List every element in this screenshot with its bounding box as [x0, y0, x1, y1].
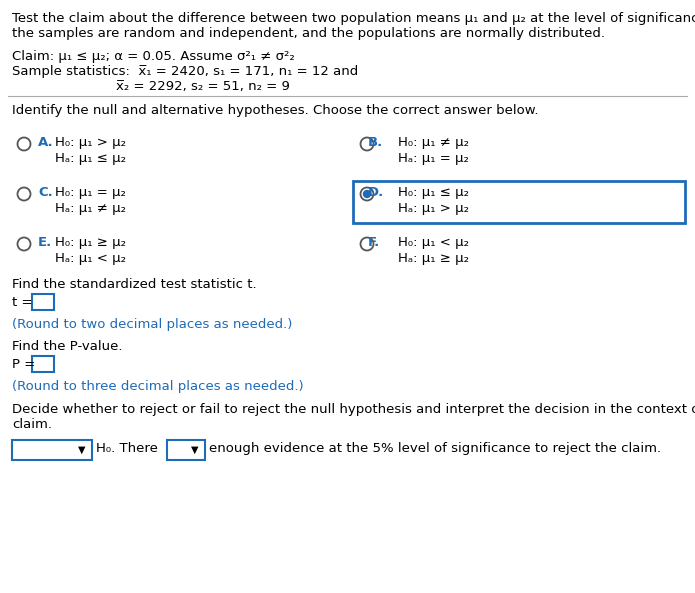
Text: H₀: μ₁ = μ₂: H₀: μ₁ = μ₂	[55, 186, 126, 199]
Text: H₀. There: H₀. There	[96, 442, 158, 455]
Text: ▼: ▼	[78, 445, 85, 455]
Text: Hₐ: μ₁ ≤ μ₂: Hₐ: μ₁ ≤ μ₂	[55, 152, 126, 165]
Text: Identify the null and alternative hypotheses. Choose the correct answer below.: Identify the null and alternative hypoth…	[12, 104, 539, 117]
Text: ▼: ▼	[191, 445, 199, 455]
Text: P =: P =	[12, 358, 40, 371]
Text: A.: A.	[38, 136, 54, 149]
Text: Hₐ: μ₁ = μ₂: Hₐ: μ₁ = μ₂	[398, 152, 469, 165]
Text: Hₐ: μ₁ ≠ μ₂: Hₐ: μ₁ ≠ μ₂	[55, 202, 126, 215]
Circle shape	[363, 190, 371, 198]
Text: (Round to two decimal places as needed.): (Round to two decimal places as needed.)	[12, 318, 293, 331]
Text: the samples are random and independent, and the populations are normally distrib: the samples are random and independent, …	[12, 27, 605, 40]
Text: x̅₂ = 2292, s₂ = 51, n₂ = 9: x̅₂ = 2292, s₂ = 51, n₂ = 9	[116, 80, 290, 93]
Text: H₀: μ₁ < μ₂: H₀: μ₁ < μ₂	[398, 236, 469, 249]
Text: E.: E.	[38, 236, 52, 249]
Text: Hₐ: μ₁ ≥ μ₂: Hₐ: μ₁ ≥ μ₂	[398, 252, 469, 265]
Text: Find the P-value.: Find the P-value.	[12, 340, 122, 353]
Text: F.: F.	[368, 236, 380, 249]
Text: Test the claim about the difference between two population means μ₁ and μ₂ at th: Test the claim about the difference betw…	[12, 12, 695, 25]
Text: (Round to three decimal places as needed.): (Round to three decimal places as needed…	[12, 380, 304, 393]
Text: D.: D.	[368, 186, 384, 199]
Text: B.: B.	[368, 136, 383, 149]
Text: Decide whether to reject or fail to reject the null hypothesis and interpret the: Decide whether to reject or fail to reje…	[12, 403, 695, 416]
Bar	[353, 181, 685, 223]
Text: claim.: claim.	[12, 418, 52, 431]
Bar	[32, 356, 54, 372]
Text: Sample statistics:  x̅₁ = 2420, s₁ = 171, n₁ = 12 and: Sample statistics: x̅₁ = 2420, s₁ = 171,…	[12, 65, 358, 78]
Text: H₀: μ₁ > μ₂: H₀: μ₁ > μ₂	[55, 136, 126, 149]
Bar	[167, 440, 205, 460]
Text: Hₐ: μ₁ > μ₂: Hₐ: μ₁ > μ₂	[398, 202, 469, 215]
Text: Find the standardized test statistic t.: Find the standardized test statistic t.	[12, 278, 256, 291]
Text: Hₐ: μ₁ < μ₂: Hₐ: μ₁ < μ₂	[55, 252, 126, 265]
Bar	[32, 294, 54, 310]
Text: t =: t =	[12, 296, 37, 309]
Text: H₀: μ₁ ≤ μ₂: H₀: μ₁ ≤ μ₂	[398, 186, 469, 199]
Text: H₀: μ₁ ≥ μ₂: H₀: μ₁ ≥ μ₂	[55, 236, 126, 249]
Text: H₀: μ₁ ≠ μ₂: H₀: μ₁ ≠ μ₂	[398, 136, 469, 149]
Text: enough evidence at the 5% level of significance to reject the claim.: enough evidence at the 5% level of signi…	[209, 442, 661, 455]
Text: C.: C.	[38, 186, 53, 199]
Bar	[12, 440, 92, 460]
Text: Claim: μ₁ ≤ μ₂; α = 0.05. Assume σ²₁ ≠ σ²₂: Claim: μ₁ ≤ μ₂; α = 0.05. Assume σ²₁ ≠ σ…	[12, 50, 295, 63]
